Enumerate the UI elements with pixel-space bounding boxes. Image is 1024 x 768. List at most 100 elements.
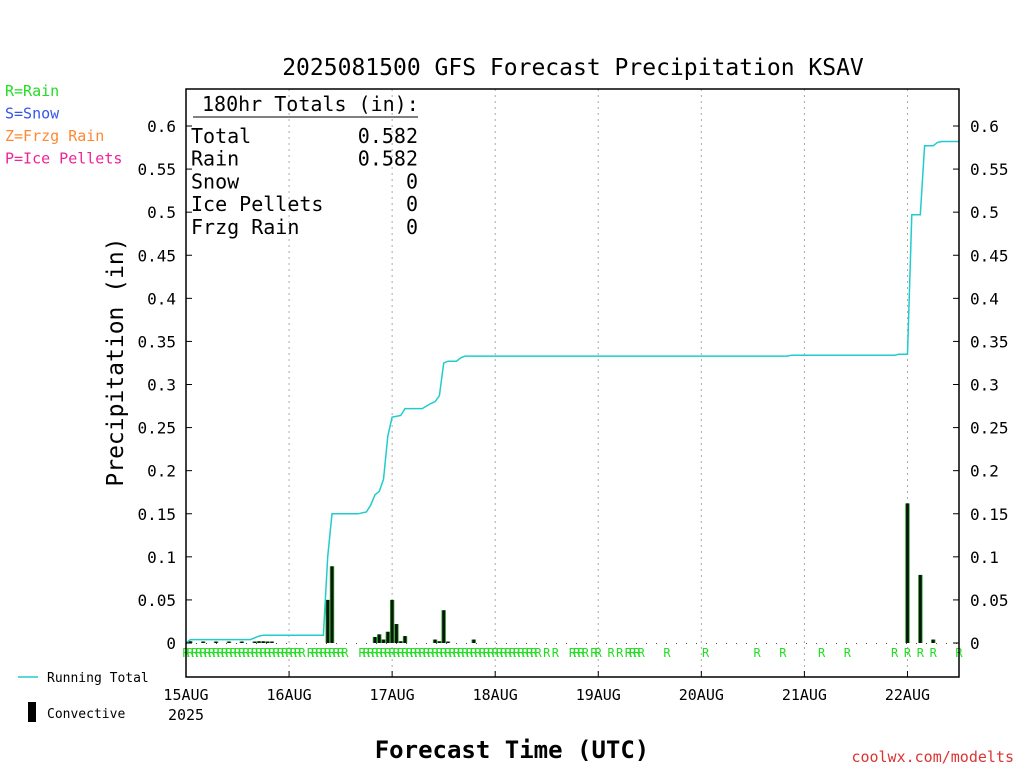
rain-mark: R — [419, 646, 427, 660]
rain-mark: R — [509, 646, 517, 660]
y-tick-label: 0.6 — [147, 117, 176, 136]
y-tick-label: 0 — [166, 634, 176, 653]
y-tick-label: 0.55 — [137, 160, 176, 179]
rain-mark: R — [234, 646, 242, 660]
rain-mark: R — [573, 646, 581, 660]
rain-mark: R — [629, 646, 637, 660]
rain-mark: R — [311, 646, 319, 660]
rain-mark: R — [517, 646, 525, 660]
rain-mark: R — [818, 646, 826, 660]
rain-mark: R — [290, 646, 298, 660]
plot-frame — [185, 88, 960, 678]
y-tick-label: 0.05 — [137, 591, 176, 610]
rain-mark: R — [371, 646, 379, 660]
rain-mark: R — [431, 646, 439, 660]
rain-mark: R — [625, 646, 633, 660]
x-tick-label: 18AUG — [473, 686, 518, 704]
y-tick-label: 0.1 — [970, 548, 999, 567]
rain-mark: R — [221, 646, 229, 660]
rain-mark: R — [268, 646, 276, 660]
rain-mark: R — [479, 646, 487, 660]
rain-mark: R — [453, 646, 461, 660]
rain-mark: R — [474, 646, 482, 660]
convective-bar — [227, 641, 231, 643]
convective-bar — [395, 624, 398, 643]
rain-mark: R — [328, 646, 336, 660]
rain-mark: R — [230, 646, 238, 660]
rain-mark: R — [483, 646, 491, 660]
rain-mark: R — [307, 646, 315, 660]
rain-mark: R — [917, 646, 925, 660]
y-tick-label: 0.5 — [147, 203, 176, 222]
rain-mark: R — [663, 646, 671, 660]
rain-mark: R — [298, 646, 306, 660]
rain-mark: R — [208, 646, 216, 660]
y-tick-label: 0 — [970, 634, 980, 653]
y-tick-label: 0.3 — [970, 376, 999, 395]
rain-mark: R — [577, 646, 585, 660]
convective-bar — [188, 641, 192, 643]
y-axis-right: 0 0.05 0.1 0.15 0.2 0.25 0.3 0.35 0.4 0.45 0.5 0.55… — [953, 117, 1009, 653]
rain-mark: R — [376, 646, 384, 660]
credit-link[interactable]: coolwx.com/modelts — [851, 748, 1014, 766]
bars-layer — [186, 503, 959, 644]
rain-mark: R — [535, 646, 543, 660]
rain-mark: R — [543, 646, 551, 660]
rain-mark: R — [423, 646, 431, 660]
totals-label: Total — [191, 124, 251, 148]
y-tick-label: 0.35 — [137, 332, 176, 351]
totals-value: 0 — [406, 215, 418, 239]
rain-mark: R — [449, 646, 457, 660]
rain-mark: R — [225, 646, 233, 660]
rain-mark: R — [552, 646, 560, 660]
convective-bar — [261, 641, 265, 643]
y-tick-label: 0.25 — [137, 419, 176, 438]
convective-bar — [330, 566, 334, 643]
x-tick-sublabel: 2025 — [168, 706, 204, 724]
rain-mark: R — [436, 646, 444, 660]
x-tick-label: 17AUG — [370, 686, 415, 704]
rain-mark: R — [496, 646, 504, 660]
rain-mark: R — [393, 646, 401, 660]
rain-mark: R — [595, 646, 603, 660]
y-tick-label: 0.2 — [147, 462, 176, 481]
x-tick-label: 20AUG — [679, 686, 724, 704]
rain-mark: R — [410, 646, 418, 660]
totals-label: Frzg Rain — [191, 215, 299, 239]
y-axis-left: 0 0.05 0.1 0.15 0.2 0.25 0.3 0.35 0.4 0.45 0.5 0.55… — [137, 117, 192, 653]
y-tick-label: 0.5 — [970, 203, 999, 222]
totals-label: Rain — [191, 147, 239, 171]
running-total-line — [185, 140, 959, 644]
rain-mark: R — [285, 646, 293, 660]
ptype-legend-item: S=Snow — [5, 105, 60, 123]
convective-bar — [266, 641, 269, 643]
rain-mark: R — [504, 646, 512, 660]
rain-mark: R — [384, 646, 392, 660]
rain-mark: R — [195, 646, 203, 660]
rain-mark: R — [633, 646, 641, 660]
x-tick-label: 21AUG — [782, 686, 827, 704]
y-tick-label: 0.45 — [970, 246, 1009, 265]
y-tick-label: 0.4 — [970, 289, 999, 308]
convective-bar — [433, 639, 437, 643]
convective-bar — [931, 639, 935, 643]
rain-mark: R — [457, 646, 465, 660]
rain-mark: R — [522, 646, 530, 660]
rain-mark: R — [470, 646, 478, 660]
rain-mark: R — [487, 646, 495, 660]
rain-mark: R — [277, 646, 285, 660]
totals-header: 180hr Totals (in): — [202, 92, 419, 116]
convective-bar — [472, 639, 476, 643]
convective-bar — [386, 631, 390, 643]
y-tick-label: 0.3 — [147, 376, 176, 395]
convective-bar — [382, 639, 385, 643]
legend-label: Running Total — [47, 671, 149, 686]
x-tick-label: 22AUG — [885, 686, 930, 704]
rain-mark: R — [844, 646, 852, 660]
convective-bar — [442, 610, 446, 643]
x-tick-label: 16AUG — [266, 686, 311, 704]
convective-bar — [253, 641, 257, 643]
rain-mark: R — [191, 646, 199, 660]
